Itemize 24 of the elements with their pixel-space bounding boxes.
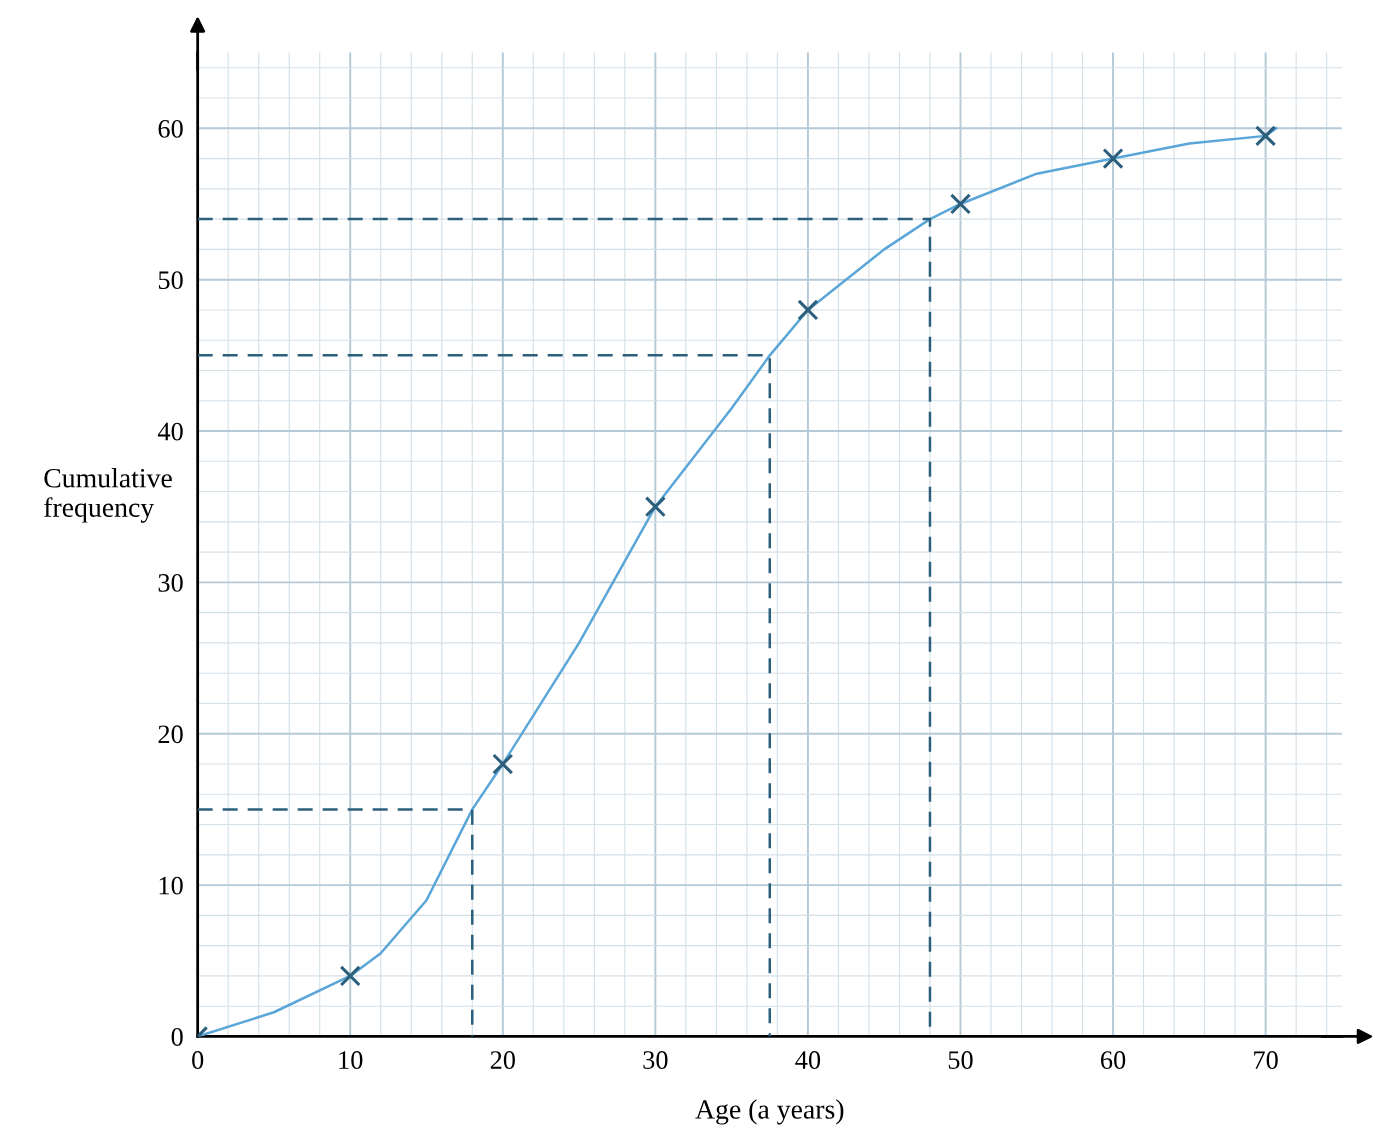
y-tick-label: 0 xyxy=(171,1028,183,1046)
x-axis-title: Age (a years) xyxy=(695,1099,844,1125)
point xyxy=(797,299,819,321)
point xyxy=(1102,147,1124,170)
y-tick-label: 40 xyxy=(157,422,183,441)
x-tick-label: 30 xyxy=(643,1051,668,1069)
point xyxy=(339,965,361,987)
point xyxy=(492,753,514,775)
point xyxy=(949,193,972,215)
x-tick-label: 40 xyxy=(795,1051,821,1069)
y-tick-label: 20 xyxy=(158,725,183,744)
y-tick-label: 60 xyxy=(158,119,183,138)
x-tick-label: 10 xyxy=(339,1051,363,1069)
x-tick-label: 60 xyxy=(1100,1051,1126,1069)
y-axis-title: Cumulative frequency xyxy=(44,468,172,523)
y-tick-label: 10 xyxy=(159,876,183,895)
point xyxy=(1255,125,1277,147)
x-tick-label: 0 xyxy=(192,1051,204,1069)
x-tick-label: 70 xyxy=(1254,1051,1278,1069)
x-tick-label: 20 xyxy=(490,1051,515,1069)
x-tick-label: 50 xyxy=(948,1051,973,1069)
y-tick-label: 50 xyxy=(158,271,183,290)
point xyxy=(644,496,666,518)
y-tick-label: 30 xyxy=(158,573,183,592)
